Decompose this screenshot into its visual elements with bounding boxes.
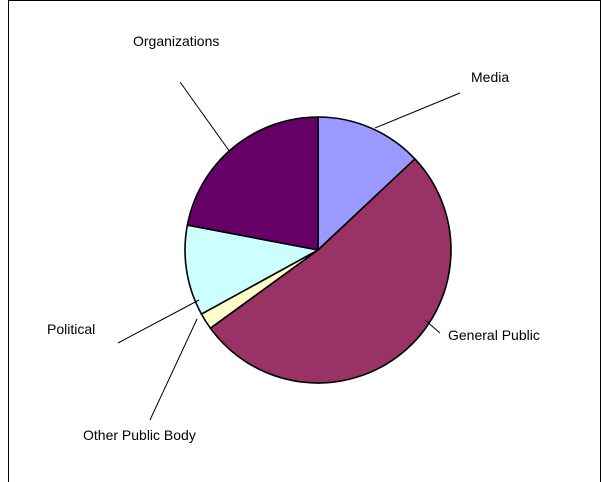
leader-line-political (117, 299, 200, 344)
leader-line-organizations (179, 81, 231, 153)
slices (184, 116, 452, 384)
pie-slice-political (184, 224, 319, 315)
pie-slice-media (317, 116, 416, 251)
leader-line-general-public (424, 319, 441, 334)
slice-label-other-public-body: Other Public Body (83, 427, 196, 443)
pie-slice-organizations (186, 116, 319, 251)
slice-label-general-public: General Public (448, 327, 540, 343)
leader-lines (117, 81, 461, 421)
leader-line-media (374, 92, 461, 129)
slice-label-media: Media (471, 69, 509, 85)
leader-line-other-public-body (149, 318, 198, 421)
slice-label-organizations: Organizations (133, 33, 219, 49)
pie-slice-general-public (209, 158, 452, 384)
slice-label-political: Political (47, 321, 95, 337)
